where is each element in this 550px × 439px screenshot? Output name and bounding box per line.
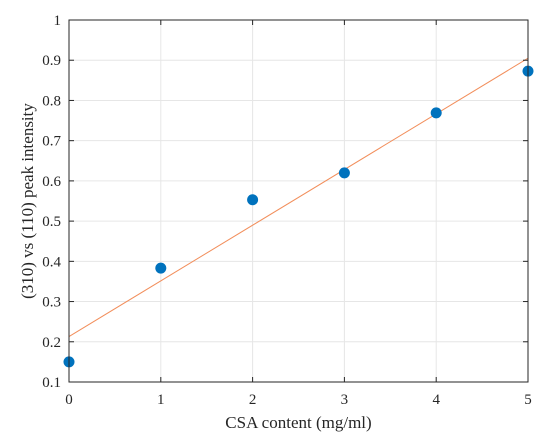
x-tick-label: 1 <box>157 392 165 408</box>
x-tick-label: 0 <box>65 392 73 408</box>
x-tick-labels: 0 1 2 3 4 5 <box>65 392 532 408</box>
y-tick-label: 0.8 <box>42 93 61 109</box>
y-tick-label: 0.7 <box>42 134 61 150</box>
data-point <box>247 194 259 206</box>
x-tick-label: 5 <box>524 392 532 408</box>
data-point <box>338 167 350 179</box>
y-tick-label: 0.9 <box>42 53 61 69</box>
y-tick-label: 0.2 <box>42 335 61 351</box>
y-tick-label: 0.1 <box>42 375 61 391</box>
plot-frame <box>68 19 529 383</box>
x-tick-label: 3 <box>341 392 349 408</box>
data-point <box>155 262 167 274</box>
y-tick-label: 1 <box>54 13 62 29</box>
y-tick-label: 0.3 <box>42 295 61 311</box>
fit-line-layer <box>68 57 529 337</box>
y-tick-label: 0.6 <box>42 174 61 190</box>
y-tick-label: 0.4 <box>42 254 61 270</box>
x-tick-label: 2 <box>249 392 257 408</box>
x-axis-label: CSA content (mg/ml) <box>225 413 371 432</box>
y-axis-label: (310) vs (110) peak intensity <box>18 103 37 299</box>
axis-ticks <box>68 19 529 383</box>
fit-line <box>68 57 529 337</box>
y-tick-label: 0.5 <box>42 214 61 230</box>
y-tick-labels: 0.1 0.2 0.3 0.4 0.5 0.6 0.7 0.8 0.9 1 <box>42 13 61 391</box>
x-tick-label: 4 <box>432 392 440 408</box>
data-point <box>430 107 442 119</box>
data-points-layer <box>63 65 534 368</box>
